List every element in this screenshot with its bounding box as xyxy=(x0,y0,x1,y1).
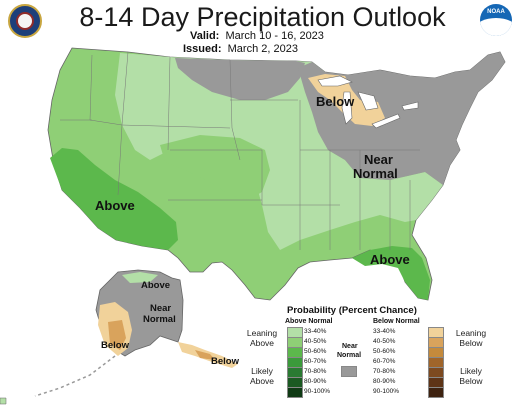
lake-ontario xyxy=(401,101,419,111)
legend-above-header: Above Normal xyxy=(285,318,333,325)
legend-below-range: 50-60% xyxy=(373,348,396,355)
legend-leaning-above-1: Leaning xyxy=(246,328,278,338)
commerce-seal-logo xyxy=(8,4,42,38)
legend-leaning-below-1: Leaning xyxy=(455,328,487,338)
alaska-leaning-above xyxy=(122,272,158,283)
legend-above-range: 70-80% xyxy=(304,368,327,375)
state-boundaries xyxy=(60,51,420,250)
label-alaska-near-2: Normal xyxy=(143,314,176,325)
label-alaska-near-1: Near xyxy=(150,303,172,314)
alaska-panhandle-below-40-50 xyxy=(195,350,215,360)
legend-below-range: 70-80% xyxy=(373,368,396,375)
conus-leaning-above xyxy=(115,53,443,250)
legend-leaning-above-label: Leaning Above xyxy=(240,328,284,348)
legend-likely-below-2: Below xyxy=(459,376,483,386)
issued-label: Issued: xyxy=(183,43,222,55)
legend-leaning-above-2: Above xyxy=(249,338,275,348)
label-alaska-above: Above xyxy=(141,280,171,291)
label-below-great-lakes: Below xyxy=(316,94,355,109)
legend-below-range: 60-70% xyxy=(373,358,396,365)
legend-above-range: 40-50% xyxy=(304,338,327,345)
issued-line: Issued: March 2, 2023 xyxy=(183,43,298,55)
lake-erie xyxy=(371,113,401,129)
legend-near-header-1: Near xyxy=(342,343,358,350)
map-title: 8-14 Day Precipitation Outlook xyxy=(79,2,446,32)
legend-likely-below-1: Likely xyxy=(460,366,482,376)
legend-leaning-below-2: Below xyxy=(459,338,483,348)
issued-value: March 2, 2023 xyxy=(227,43,298,55)
conus-near-normal-north xyxy=(175,58,305,100)
lake-huron xyxy=(357,91,379,111)
label-near-normal-east-2: Normal xyxy=(353,166,398,181)
valid-value: March 10 - 16, 2023 xyxy=(225,30,324,42)
conus-above-plains-core xyxy=(160,135,270,200)
legend-likely-below-label: Likely Below xyxy=(449,366,493,386)
legend-below-swatch xyxy=(428,387,444,398)
legend-likely-above-1: Likely xyxy=(251,366,273,376)
valid-line: Valid: March 10 - 16, 2023 xyxy=(190,30,324,42)
label-near-normal-east-1: Near xyxy=(364,152,393,167)
legend-below-range: 80-90% xyxy=(373,378,396,385)
noaa-logo-text: NOAA xyxy=(487,9,505,15)
legend-below-range: 40-50% xyxy=(373,338,396,345)
legend-near-swatch xyxy=(341,366,357,377)
hawaii-islands xyxy=(0,397,7,405)
label-alaska-below-panhandle: Below xyxy=(211,356,239,367)
legend-above-range: 33-40% xyxy=(304,328,327,335)
label-above-west: Above xyxy=(95,198,135,213)
legend-above-range: 90-100% xyxy=(304,388,331,395)
legend-above-range: 80-90% xyxy=(304,378,327,385)
label-above-southeast: Above xyxy=(370,252,410,267)
label-alaska-below-west: Below xyxy=(101,340,129,351)
legend-below-range: 90-100% xyxy=(373,388,400,395)
legend-leaning-below-label: Leaning Below xyxy=(449,328,493,348)
alaska-below-west-40-50 xyxy=(108,320,126,350)
conus-near-normal-east xyxy=(298,52,505,185)
alaska-aleutians xyxy=(34,355,116,397)
legend-likely-above-label: Likely Above xyxy=(240,366,284,386)
legend-below-range: 33-40% xyxy=(373,328,396,335)
lake-michigan xyxy=(341,91,353,125)
legend-above-range: 60-70% xyxy=(304,358,327,365)
valid-label: Valid: xyxy=(190,30,220,42)
legend-title: Probability (Percent Chance) xyxy=(287,305,417,316)
legend-above-range: 50-60% xyxy=(304,348,327,355)
legend-below-header: Below Normal xyxy=(373,318,420,325)
conus-above-50-60-west xyxy=(50,148,178,250)
conus-above-50-60-southeast xyxy=(352,246,430,300)
noaa-logo: NOAA xyxy=(480,4,512,36)
lake-superior xyxy=(317,75,353,87)
legend-near-header-2: Normal xyxy=(337,352,362,359)
legend-above-swatch xyxy=(287,387,303,398)
legend-likely-above-2: Above xyxy=(249,376,275,386)
